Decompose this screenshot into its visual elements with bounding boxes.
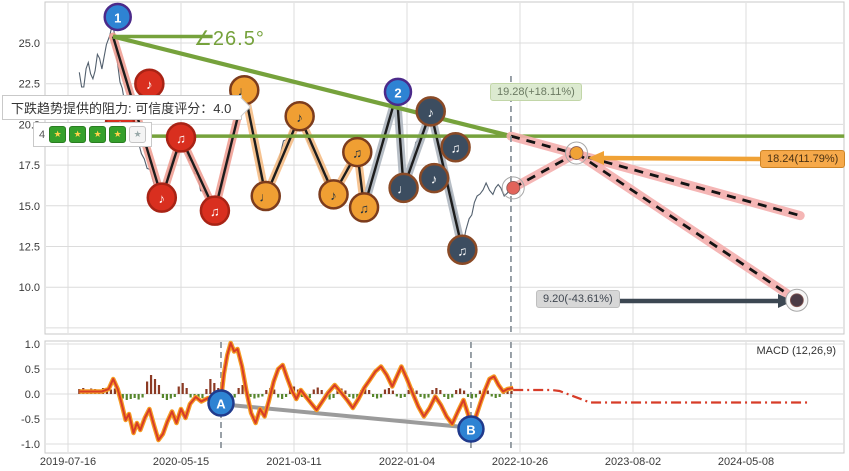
music-note-icon: ♫ [210, 204, 220, 219]
trend-angle-label: ∠26.5° [194, 28, 265, 50]
wave-marker-label: 2 [394, 85, 401, 100]
music-note-icon: ♫ [451, 141, 461, 156]
orange-target-dot-halo [565, 141, 588, 165]
target-label-orange: 18.24(11.79%) [760, 150, 846, 168]
confidence-rating: 4 ★ ★ ★ ★ ★ [33, 122, 153, 147]
note-signal-marker-slate[interactable] [447, 234, 478, 266]
music-note-icon: ♫ [359, 201, 369, 216]
current-price-dot-halo [501, 176, 525, 200]
rating-icons: ★ ★ ★ ★ ★ [49, 126, 147, 143]
rating-star-icon: ★ [89, 126, 107, 143]
rating-star-icon: ★ [49, 126, 67, 143]
note-signal-marker-orange[interactable] [250, 180, 281, 212]
wave-marker-label: 1 [114, 10, 121, 25]
music-note-icon: ♪ [330, 188, 337, 203]
macd-marker-A[interactable] [207, 389, 235, 417]
forecast-upper [510, 134, 801, 217]
music-note-icon: ♩ [259, 190, 272, 205]
wave-marker-1[interactable] [103, 2, 132, 32]
music-note-icon: ♫ [176, 131, 186, 146]
rating-value: 4 [39, 128, 46, 141]
music-note-icon: ♩ [397, 181, 410, 196]
macd-marker-label: A [216, 397, 226, 412]
orange-target-dot[interactable] [569, 146, 584, 160]
x-axis-tick-label: 2019-07-16 [40, 456, 96, 468]
current-price-dot[interactable] [506, 180, 521, 195]
note-signal-marker-orange[interactable] [342, 136, 373, 168]
x-axis-tick-label: 2024-05-08 [718, 456, 774, 468]
y-axis-tick-label: 12.5 [19, 242, 40, 254]
note-signal-marker-orange[interactable] [284, 101, 315, 132]
y-axis-tick-label: 22.5 [19, 79, 40, 91]
rating-star-icon: ★ [109, 126, 127, 143]
note-signal-marker-orange[interactable] [318, 179, 349, 210]
orange-target-arrowhead-icon [588, 151, 604, 165]
macd-forecast-line [513, 388, 809, 404]
tooltip-text: 下跌趋势提供的阻力: 可信度评分：4.0 [11, 101, 232, 116]
music-note-icon: ♪ [296, 110, 303, 125]
note-signal-marker-red[interactable] [165, 122, 197, 153]
macd-y-tick-label: -1.0 [21, 439, 40, 451]
wave-marker-2[interactable] [383, 77, 413, 107]
target-label-green: 19.28(+18.11%) [490, 83, 582, 101]
orange-target-arrow [601, 155, 761, 162]
macd-y-tick-label: 0.0 [25, 389, 40, 401]
macd-y-tick-label: 1.0 [25, 339, 40, 351]
downtrend-line [112, 34, 512, 139]
trend-resistance-tooltip: 下跌趋势提供的阻力: 可信度评分：4.0 [2, 95, 252, 120]
music-note-icon: ♩ [238, 84, 251, 99]
rating-star-icon: ★ [69, 126, 87, 143]
note-signal-marker-slate[interactable] [440, 131, 471, 163]
x-axis-tick-label: 2022-10-26 [492, 456, 548, 468]
macd-marker-label: B [466, 423, 475, 438]
macd-params-label: MACD (12,26,9) [756, 345, 836, 357]
music-note-icon: ♫ [457, 243, 467, 258]
x-axis-tick-label: 2021-03-11 [266, 456, 321, 468]
y-axis-tick-label: 25.0 [19, 38, 40, 50]
note-signal-marker-red[interactable] [199, 195, 231, 226]
dark-target-dot[interactable] [789, 293, 804, 308]
note-signal-marker-slate[interactable] [388, 172, 419, 204]
macd-line [79, 342, 514, 441]
y-axis-tick-label: 17.5 [19, 160, 40, 172]
x-axis-tick-label: 2020-05-15 [153, 456, 209, 468]
target-label-dark: 9.20(-43.61%) [536, 290, 620, 308]
rating-star-icon: ★ [129, 126, 147, 143]
music-note-icon: ♪ [431, 172, 438, 187]
music-note-icon: ♪ [159, 191, 166, 206]
note-signal-marker-slate[interactable] [415, 96, 446, 127]
music-note-icon: ♪ [427, 105, 434, 120]
y-axis-tick-label: 10.0 [19, 282, 40, 294]
x-axis-tick-label: 2022-01-04 [379, 456, 435, 468]
note-signal-marker-orange[interactable] [348, 192, 380, 223]
macd-marker-B[interactable] [457, 415, 485, 443]
macd-y-tick-label: -0.5 [21, 414, 40, 426]
note-signal-marker-slate[interactable] [418, 162, 450, 194]
macd-y-tick-label: 0.5 [25, 364, 40, 376]
forecast-mid [512, 151, 578, 190]
music-note-icon: ♪ [146, 77, 153, 92]
y-axis-tick-label: 15.0 [19, 201, 40, 213]
music-note-icon: ♫ [352, 146, 362, 161]
note-signal-marker-red[interactable] [146, 182, 178, 213]
forecast-down [575, 151, 798, 302]
x-axis-tick-label: 2023-08-02 [605, 456, 661, 468]
